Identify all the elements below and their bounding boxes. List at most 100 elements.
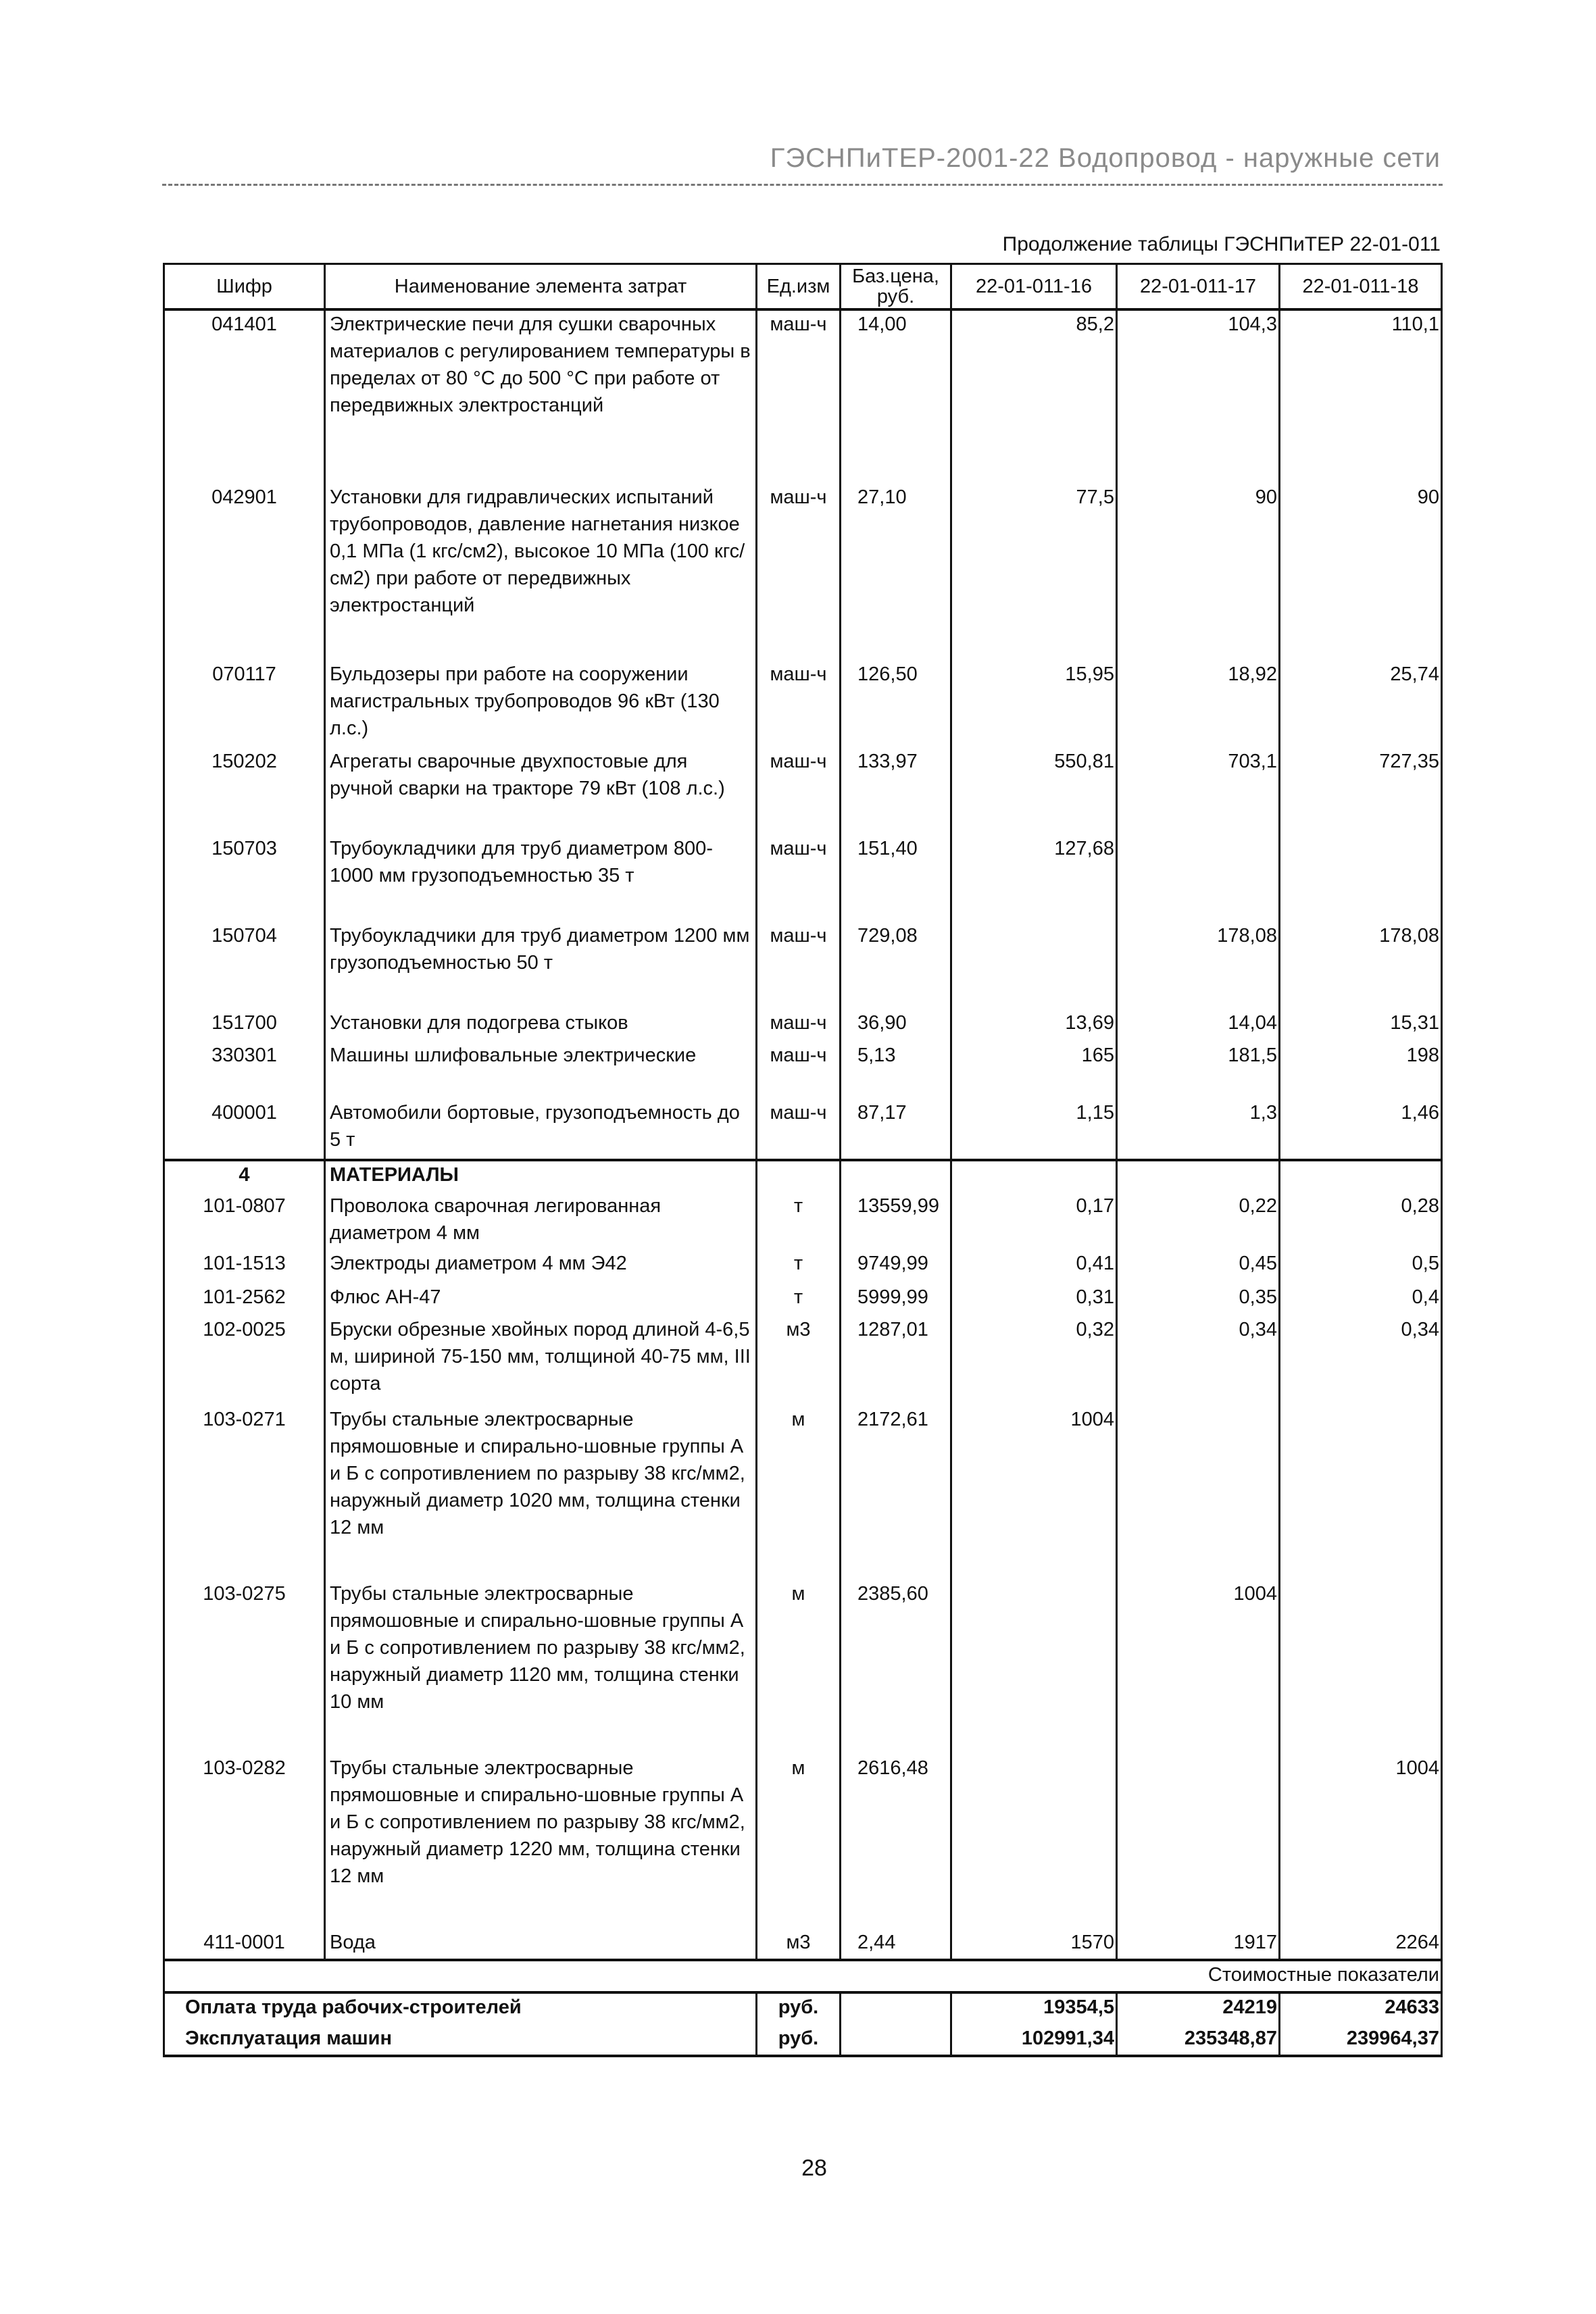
- cell-code: 070117: [163, 661, 326, 748]
- cell-col-18: [1278, 835, 1443, 922]
- cell-col-18: 25,74: [1278, 661, 1443, 748]
- cell-col-17: 181,5: [1116, 1042, 1280, 1099]
- cell-col-16: 165: [950, 1042, 1118, 1099]
- cell-unit: маш-ч: [755, 835, 841, 922]
- cell-name: Трубоукладчики для труб диаметром 1200 м…: [324, 922, 757, 1009]
- table-row: 411-0001 Вода м3 2,44 1570 1917 2264: [163, 1929, 1443, 1960]
- cell-name: Машины шлифовальные электрические: [324, 1042, 757, 1099]
- cell-code: 101-2562: [163, 1284, 326, 1316]
- cell-col-17: [1116, 835, 1280, 922]
- cost-cell-col-18: 239964,37: [1278, 2025, 1443, 2057]
- header-rule: [162, 184, 1443, 186]
- cell-name: Трубы стальные электросварные прямошовны…: [324, 1406, 757, 1580]
- cell-col-18: [1278, 1406, 1443, 1580]
- cell-col-17: 1,3: [1116, 1099, 1280, 1160]
- cell-name: МАТЕРИАЛЫ: [324, 1159, 757, 1192]
- cell-col-18: 727,35: [1278, 748, 1443, 835]
- cell-unit: т: [755, 1250, 841, 1284]
- cell-col-16: 550,81: [950, 748, 1118, 835]
- cell-code: 103-0275: [163, 1580, 326, 1755]
- cell-base-price: 5,13: [839, 1042, 952, 1099]
- cell-unit: маш-ч: [755, 1042, 841, 1099]
- cell-unit: маш-ч: [755, 484, 841, 661]
- cell-unit: м: [755, 1580, 841, 1755]
- cell-col-18: 0,4: [1278, 1284, 1443, 1316]
- cell-base-price: 2,44: [839, 1929, 952, 1960]
- cell-name: Установки для подогрева стыков: [324, 1009, 757, 1042]
- cell-unit: м3: [755, 1316, 841, 1406]
- cell-unit: маш-ч: [755, 1099, 841, 1160]
- cell-unit: м: [755, 1755, 841, 1929]
- table-row: 041401 Электрические печи для сушки сваро…: [163, 309, 1443, 484]
- cell-base-price: 27,10: [839, 484, 952, 661]
- cell-name: Установки для гидравлических испытаний т…: [324, 484, 757, 661]
- cell-unit: т: [755, 1192, 841, 1250]
- cell-col-16: [950, 1580, 1118, 1755]
- cell-base-price: 14,00: [839, 309, 952, 484]
- cell-col-18: 178,08: [1278, 922, 1443, 1009]
- cell-base-price: [839, 1159, 952, 1192]
- cell-col-18: 2264: [1278, 1929, 1443, 1960]
- cell-unit: маш-ч: [755, 748, 841, 835]
- cost-section-title: Стоимостные показатели: [163, 1959, 1443, 1992]
- cell-code: 102-0025: [163, 1316, 326, 1406]
- cell-col-18: 0,5: [1278, 1250, 1443, 1284]
- cost-cell-col-16: 102991,34: [950, 2025, 1118, 2057]
- cell-name: Электроды диаметром 4 мм Э42: [324, 1250, 757, 1284]
- header-unit: Ед.изм: [755, 263, 841, 311]
- cell-base-price: 133,97: [839, 748, 952, 835]
- cell-code: 4: [163, 1159, 326, 1192]
- cell-name: Трубы стальные электросварные прямошовны…: [324, 1755, 757, 1929]
- cell-col-18: 90: [1278, 484, 1443, 661]
- cell-unit: м: [755, 1406, 841, 1580]
- cell-col-16: 85,2: [950, 309, 1118, 484]
- cell-col-16: 0,17: [950, 1192, 1118, 1250]
- cell-col-16: [950, 1755, 1118, 1929]
- cell-code: 411-0001: [163, 1929, 326, 1960]
- cell-col-17: 18,92: [1116, 661, 1280, 748]
- cell-code: 042901: [163, 484, 326, 661]
- cell-base-price: 13559,99: [839, 1192, 952, 1250]
- cost-cell-base-price: [839, 1991, 952, 2025]
- cost-cell-base-price: [839, 2025, 952, 2057]
- cell-base-price: 1287,01: [839, 1316, 952, 1406]
- table-row: 150202 Агрегаты сварочные двухпостовые дл…: [163, 748, 1443, 835]
- cell-name: Агрегаты сварочные двухпостовые для ручн…: [324, 748, 757, 835]
- cost-cell-unit: руб.: [755, 2025, 841, 2057]
- cell-base-price: 87,17: [839, 1099, 952, 1160]
- cell-col-18: 1004: [1278, 1755, 1443, 1929]
- cell-col-16: [950, 922, 1118, 1009]
- table-row: 150704 Трубоукладчики для труб диаметром …: [163, 922, 1443, 1009]
- cell-name: Электрические печи для сушки сварочных м…: [324, 309, 757, 484]
- cost-cell-col-16: 19354,5: [950, 1991, 1118, 2025]
- cell-col-17: 178,08: [1116, 922, 1280, 1009]
- header-name: Наименование элемента затрат: [324, 263, 757, 311]
- cell-col-16: 77,5: [950, 484, 1118, 661]
- table-row: 070117 Бульдозеры при работе на сооружени…: [163, 661, 1443, 748]
- cell-code: 150704: [163, 922, 326, 1009]
- cell-name: Проволока сварочная легированная диаметр…: [324, 1192, 757, 1250]
- cell-unit: маш-ч: [755, 922, 841, 1009]
- cell-code: 400001: [163, 1099, 326, 1160]
- cell-col-16: 13,69: [950, 1009, 1118, 1042]
- cell-col-17: [1116, 1159, 1280, 1192]
- cost-cell-col-17: 24219: [1116, 1991, 1280, 2025]
- table-row: 101-2562 Флюс АН-47 т 5999,99 0,31 0,35 0,4: [163, 1284, 1443, 1316]
- cell-base-price: 9749,99: [839, 1250, 952, 1284]
- running-head: ГЭСНПиТЕР-2001-22 Водопровод - наружные …: [770, 143, 1441, 173]
- cell-unit: маш-ч: [755, 309, 841, 484]
- cell-col-17: 0,45: [1116, 1250, 1280, 1284]
- cell-col-18: 198: [1278, 1042, 1443, 1099]
- table-row: 101-0807 Проволока сварочная легированная…: [163, 1192, 1443, 1250]
- cell-col-18: 0,34: [1278, 1316, 1443, 1406]
- cell-col-16: 1004: [950, 1406, 1118, 1580]
- cell-base-price: 126,50: [839, 661, 952, 748]
- cell-code: 150703: [163, 835, 326, 922]
- table-header-row: Шифр Наименование элемента затрат Ед.изм Ба…: [163, 263, 1443, 311]
- cell-col-18: 110,1: [1278, 309, 1443, 484]
- header-col-18: 22-01-011-18: [1278, 263, 1443, 311]
- cell-col-17: 14,04: [1116, 1009, 1280, 1042]
- cell-col-18: 0,28: [1278, 1192, 1443, 1250]
- cell-col-16: 127,68: [950, 835, 1118, 922]
- table-row: 150703 Трубоукладчики для труб диаметром …: [163, 835, 1443, 922]
